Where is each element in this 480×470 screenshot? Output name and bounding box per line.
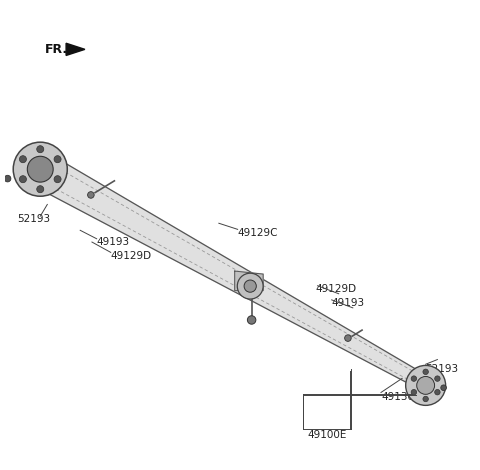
Ellipse shape — [417, 376, 434, 394]
Polygon shape — [235, 271, 263, 290]
Polygon shape — [32, 154, 436, 394]
Circle shape — [19, 176, 26, 183]
Circle shape — [19, 156, 26, 163]
Circle shape — [423, 396, 428, 402]
Text: 52193: 52193 — [426, 364, 459, 374]
Text: 49129D: 49129D — [315, 284, 356, 294]
Ellipse shape — [27, 156, 53, 182]
Circle shape — [435, 390, 440, 395]
Ellipse shape — [244, 280, 256, 292]
Text: 49193: 49193 — [332, 298, 365, 308]
Text: FR.: FR. — [45, 43, 68, 56]
Text: 49129C: 49129C — [238, 227, 278, 238]
Text: 49100E: 49100E — [307, 430, 347, 440]
Text: 52193: 52193 — [17, 213, 50, 224]
Circle shape — [441, 385, 446, 391]
Circle shape — [411, 390, 417, 395]
Circle shape — [423, 369, 428, 375]
Text: 49130A: 49130A — [381, 392, 421, 402]
Ellipse shape — [13, 142, 67, 196]
Circle shape — [54, 156, 61, 163]
Circle shape — [87, 192, 94, 198]
Circle shape — [4, 175, 11, 182]
Ellipse shape — [406, 366, 445, 405]
Circle shape — [435, 376, 440, 381]
Circle shape — [411, 376, 417, 381]
Ellipse shape — [237, 273, 263, 299]
Circle shape — [345, 335, 351, 341]
Circle shape — [37, 146, 44, 153]
Text: 49193: 49193 — [96, 237, 130, 247]
Circle shape — [37, 186, 44, 193]
Text: 49129D: 49129D — [111, 251, 152, 261]
Polygon shape — [66, 43, 85, 55]
Circle shape — [247, 316, 256, 324]
Circle shape — [54, 176, 61, 183]
